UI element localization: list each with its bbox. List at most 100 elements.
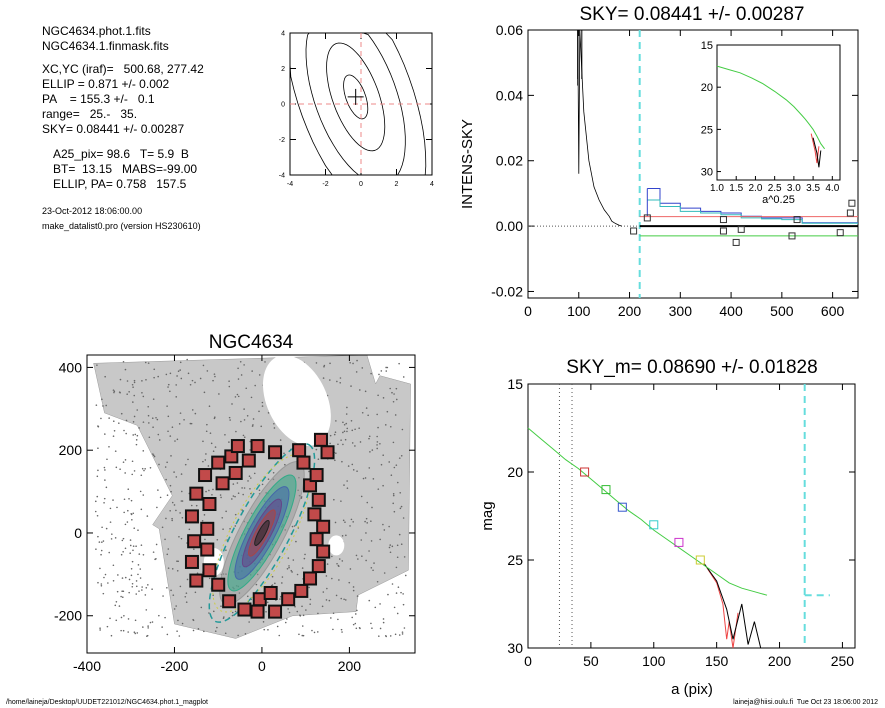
mask-box: [189, 573, 204, 588]
noise-speck: [298, 633, 300, 636]
noise-speck: [261, 405, 264, 407]
noise-speck: [368, 550, 370, 552]
noise-speck: [122, 537, 125, 540]
noise-speck: [167, 430, 169, 433]
noise-speck: [260, 425, 263, 428]
noise-speck: [341, 535, 344, 537]
noise-speck: [263, 628, 266, 631]
noise-speck: [281, 582, 283, 584]
noise-speck: [395, 398, 398, 401]
noise-speck: [210, 442, 213, 445]
noise-speck: [396, 612, 399, 615]
noise-speck: [114, 450, 117, 452]
noise-speck: [382, 484, 384, 487]
noise-speck: [108, 417, 110, 419]
noise-speck: [228, 416, 231, 419]
noise-speck: [202, 364, 205, 367]
noise-speck: [213, 373, 216, 375]
noise-speck: [335, 594, 338, 597]
noise-speck: [355, 627, 358, 630]
noise-speck: [145, 378, 147, 381]
sky-sample-square: [788, 232, 796, 240]
noise-speck: [234, 525, 237, 527]
noise-speck: [115, 619, 118, 622]
mask-box: [230, 439, 245, 454]
noise-speck: [361, 411, 364, 414]
noise-speck: [167, 548, 170, 550]
noise-speck: [147, 362, 150, 364]
noise-speck: [338, 558, 341, 560]
noise-speck: [132, 434, 135, 436]
noise-speck: [173, 608, 176, 610]
noise-speck: [140, 508, 143, 511]
noise-speck: [345, 422, 348, 425]
noise-speck: [124, 547, 127, 550]
noise-speck: [125, 432, 127, 435]
sky-sample-square: [643, 214, 651, 222]
noise-speck: [131, 582, 134, 585]
noise-speck: [130, 499, 133, 502]
noise-speck: [340, 628, 343, 631]
mask-box: [198, 468, 213, 483]
noise-speck: [370, 520, 372, 522]
noise-speck: [308, 470, 310, 473]
mask-box: [263, 585, 278, 600]
noise-speck: [113, 391, 115, 394]
noise-speck: [120, 616, 123, 619]
noise-speck: [110, 634, 113, 637]
noise-speck: [301, 634, 304, 637]
noise-speck: [308, 586, 310, 589]
noise-speck: [203, 630, 205, 633]
noise-speck: [104, 433, 106, 435]
noise-speck: [368, 435, 371, 438]
noise-speck: [184, 463, 187, 466]
noise-speck: [139, 568, 142, 570]
mask-box: [200, 542, 215, 557]
noise-speck: [252, 424, 254, 426]
noise-speck: [246, 595, 249, 598]
profile-square: [649, 520, 659, 530]
noise-speck: [396, 481, 399, 484]
noise-speck: [279, 598, 281, 600]
y-tick-label: -200: [54, 608, 82, 624]
inset-green-profile: [716, 65, 826, 150]
noise-speck: [171, 517, 173, 520]
x-tick-label: -200: [160, 658, 188, 674]
noise-speck: [329, 379, 331, 381]
contour-line: [326, 42, 386, 152]
noise-speck: [114, 604, 117, 607]
noise-speck: [201, 519, 204, 522]
noise-speck: [104, 573, 107, 576]
noise-speck: [394, 633, 397, 636]
chart-title: NGC4634: [209, 332, 294, 353]
sky-sample-square: [836, 229, 844, 237]
noise-speck: [272, 471, 275, 474]
noise-speck: [402, 376, 405, 378]
noise-speck: [135, 593, 138, 595]
noise-speck: [100, 417, 102, 420]
noise-speck: [176, 375, 178, 377]
noise-speck: [395, 592, 398, 594]
noise-speck: [243, 408, 245, 410]
noise-speck: [339, 377, 342, 379]
noise-speck: [265, 610, 267, 613]
noise-speck: [370, 567, 373, 569]
mask-box: [211, 577, 226, 592]
noise-speck: [267, 412, 270, 414]
mask-box: [211, 455, 226, 470]
noise-speck: [165, 478, 167, 481]
noise-speck: [395, 566, 398, 569]
noise-speck: [342, 421, 344, 424]
noise-speck: [146, 515, 149, 517]
y-tick-label: 15: [507, 376, 523, 392]
noise-speck: [325, 575, 328, 577]
noise-speck: [153, 376, 155, 379]
noise-speck: [167, 383, 170, 386]
noise-speck: [290, 569, 293, 572]
noise-speck: [288, 566, 290, 569]
inset-y-tick-label: 15: [701, 40, 713, 52]
noise-speck: [167, 567, 170, 569]
noise-speck: [131, 460, 134, 463]
noise-speck: [392, 492, 395, 495]
noise-speck: [331, 555, 333, 558]
